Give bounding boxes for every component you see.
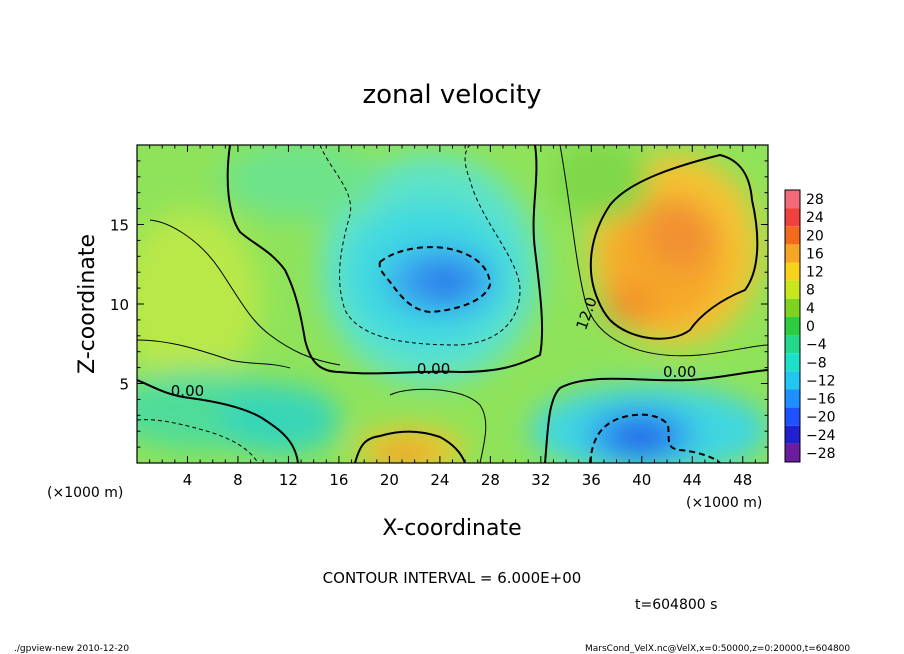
x-tick-label: 32	[531, 471, 550, 489]
x-tick-label: 36	[582, 471, 601, 489]
footer-left: ./gpview-new 2010-12-20	[14, 644, 129, 654]
colorbar-swatch	[785, 208, 800, 227]
x-tick-label: 16	[329, 471, 348, 489]
y-tick-label: 5	[119, 376, 129, 394]
footer-right: MarsCond_VelX.nc@VelX,x=0:50000,z=0:2000…	[585, 644, 850, 654]
x-tick-label: 4	[183, 471, 193, 489]
x-tick-label: 24	[430, 471, 449, 489]
colorbar-label: 12	[806, 265, 824, 281]
colorbar-label: −16	[806, 392, 836, 408]
colorbar-label: −4	[806, 337, 827, 353]
x-unit-right: (×1000 m)	[686, 495, 762, 511]
colorbar-label: −12	[806, 373, 836, 389]
x-tick-label: 12	[279, 471, 298, 489]
contour-neg-bottom	[589, 413, 721, 463]
colorbar-label: −24	[806, 428, 836, 444]
colorbar-label: 28	[806, 192, 824, 208]
x-axis-ticks: 4 8 12 16 20 24 28 32 36 40 44 48	[149, 145, 756, 489]
colorbar-swatch	[785, 298, 800, 317]
colorbar-label: −8	[806, 355, 827, 371]
colorbar-swatch	[785, 262, 800, 281]
colorbar-swatch	[785, 280, 800, 299]
y-tick-label: 15	[110, 217, 129, 235]
x-tick-label: 44	[683, 471, 702, 489]
contour-zero-left	[226, 145, 544, 375]
colorbar-label: 4	[806, 301, 815, 317]
contour-thin-1	[319, 145, 521, 346]
contour-thin-5	[559, 145, 768, 357]
contour-thin-6	[389, 388, 487, 463]
colorbar-swatch	[785, 353, 800, 372]
colorbar-swatch	[785, 371, 800, 390]
colorbar-label: −28	[806, 446, 836, 462]
colorbar-swatch	[785, 244, 800, 263]
contour-twelve-bottom	[354, 430, 466, 463]
colorbar-label: 8	[806, 283, 815, 299]
time-label: t=604800 s	[635, 597, 717, 613]
colorbar-frame	[784, 189, 801, 463]
contour-twelve-right	[589, 153, 759, 340]
colorbar-label: 24	[806, 210, 824, 226]
y-axis-label: Z-coordinate	[75, 234, 100, 374]
x-tick-label: 48	[733, 471, 752, 489]
colorbar-swatch	[785, 316, 800, 336]
colorbar-swatch	[785, 425, 800, 444]
colorbar-swatch	[785, 389, 800, 408]
contour-label: 0.00	[171, 382, 204, 400]
contour-interval-text: CONTOUR INTERVAL = 6.000E+00	[323, 569, 582, 587]
contour-zero-bottom	[137, 379, 299, 463]
contour-zero-right	[544, 369, 768, 463]
colorbar-label: 0	[806, 319, 815, 335]
plot-area	[137, 145, 768, 463]
colorbar-swatch	[785, 335, 800, 354]
colorbar-label: 20	[806, 228, 824, 244]
colorbar: 28 24 20 16 12 8 4 0 −4 −8 −12 −16 −20 −24 −28	[784, 189, 836, 463]
x-tick-label: 28	[481, 471, 500, 489]
contour-neg-core	[378, 246, 492, 314]
x-tick-label: 40	[632, 471, 651, 489]
x-tick-label: 20	[380, 471, 399, 489]
colorbar-label: −20	[806, 410, 836, 426]
chart-title: zonal velocity	[362, 80, 541, 110]
colorbar-swatch	[785, 226, 800, 245]
contour-label: 0.00	[417, 360, 450, 378]
contour-thin-3	[137, 339, 291, 369]
y-tick-label: 10	[110, 296, 129, 314]
x-unit-left: (×1000 m)	[47, 485, 123, 501]
colorbar-swatch	[785, 443, 800, 462]
x-axis-label: X-coordinate	[382, 516, 521, 541]
contour-label: 0.00	[663, 363, 696, 381]
contour-thin-2	[149, 219, 341, 366]
colorbar-swatch	[785, 407, 800, 426]
colorbar-label: 16	[806, 246, 824, 262]
x-tick-label: 8	[233, 471, 243, 489]
y-axis-ticks: 5 10 15	[110, 160, 768, 448]
colorbar-swatch	[785, 190, 800, 209]
